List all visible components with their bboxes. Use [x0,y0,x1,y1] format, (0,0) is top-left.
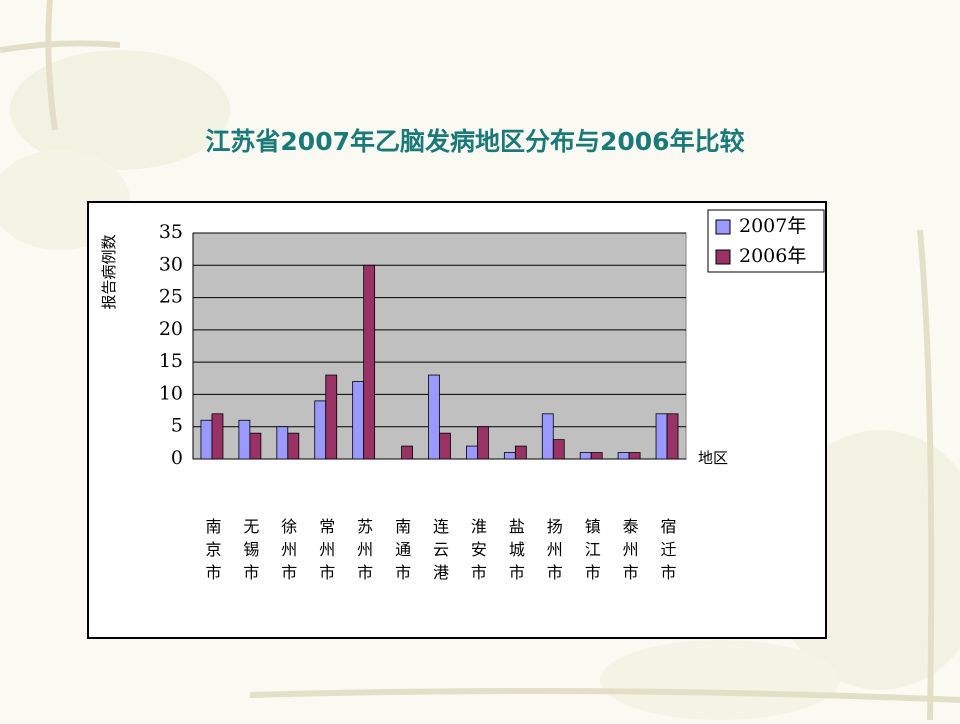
y-tick-label: 10 [159,382,183,404]
x-tick-label: 盐城市 [506,518,525,587]
x-tick-label: 徐州市 [278,518,297,587]
bar [666,413,679,460]
y-tick-label: 30 [159,253,183,275]
legend-swatch [715,219,731,235]
y-tick-label: 0 [171,447,183,469]
bar [325,374,338,460]
legend-label: 2007年 [739,215,806,237]
x-tick-label: 泰州市 [620,518,639,587]
y-tick-label: 5 [171,415,183,437]
x-tick-label: 无锡市 [240,518,259,587]
x-tick-label: 镇江市 [582,518,601,587]
bar [541,413,554,460]
bar [249,432,262,460]
bar [401,445,413,460]
bar [276,426,289,460]
x-tick-label: 苏州市 [354,518,373,587]
bar [503,452,516,460]
legend-label: 2006年 [739,245,806,267]
bar [552,439,565,460]
bar [514,445,527,460]
x-tick-label: 南通市 [392,518,411,587]
bar [439,432,451,460]
y-tick-label: 35 [159,221,183,243]
y-tick-label: 15 [159,350,183,372]
bar [590,452,603,460]
bar [579,452,592,460]
legend-swatch [715,249,731,265]
bar [287,432,300,460]
y-tick-label: 25 [159,286,183,308]
bar [655,413,668,460]
bar [428,374,440,460]
y-tick-label: 20 [159,318,183,340]
bar [363,264,376,460]
bar [200,419,213,460]
bar [352,381,365,460]
bar [314,400,327,460]
x-tick-label: 扬州市 [544,518,563,587]
chart: 0 5 10 15 20 25 30 35 报告病例数地区南京市 无锡市 徐州市 常州市 苏州市 南通市连… [100,209,825,587]
x-axis-label: 地区 [698,449,728,467]
bar [238,419,251,460]
bar [477,426,489,460]
x-tick-label: 宿迁市 [658,518,677,587]
bar [466,445,478,460]
bar [211,413,224,460]
x-tick-label: 连云港 [430,518,449,587]
y-axis-label: 报告病例数 [100,234,118,309]
x-tick-label: 淮安市 [468,518,487,587]
bar [617,452,630,460]
x-tick-label: 南京市 [202,518,221,587]
bar [628,452,641,460]
x-tick-label: 常州市 [316,518,335,587]
chart-title: 江苏省2007年乙脑发病地区分布与2006年比较 [205,127,744,156]
